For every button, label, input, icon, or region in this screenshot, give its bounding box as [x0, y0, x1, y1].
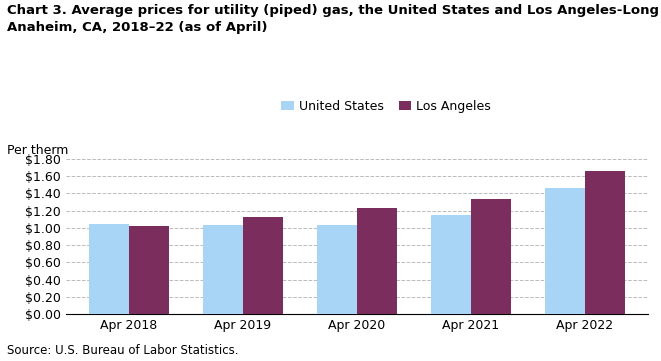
- Bar: [129, 226, 169, 314]
- Bar: [89, 225, 129, 314]
- Text: Source: U.S. Bureau of Labor Statistics.: Source: U.S. Bureau of Labor Statistics.: [7, 344, 238, 357]
- Text: Chart 3. Average prices for utility (piped) gas, the United States and Los Angel: Chart 3. Average prices for utility (pip…: [7, 4, 661, 34]
- Bar: [317, 225, 357, 314]
- Bar: [471, 199, 511, 314]
- Bar: [431, 215, 471, 314]
- Bar: [243, 217, 283, 314]
- Legend: United States, Los Angeles: United States, Los Angeles: [276, 95, 496, 118]
- Text: Per therm: Per therm: [7, 144, 68, 157]
- Bar: [585, 171, 625, 314]
- Bar: [357, 208, 397, 314]
- Bar: [203, 225, 243, 314]
- Bar: [545, 188, 585, 314]
